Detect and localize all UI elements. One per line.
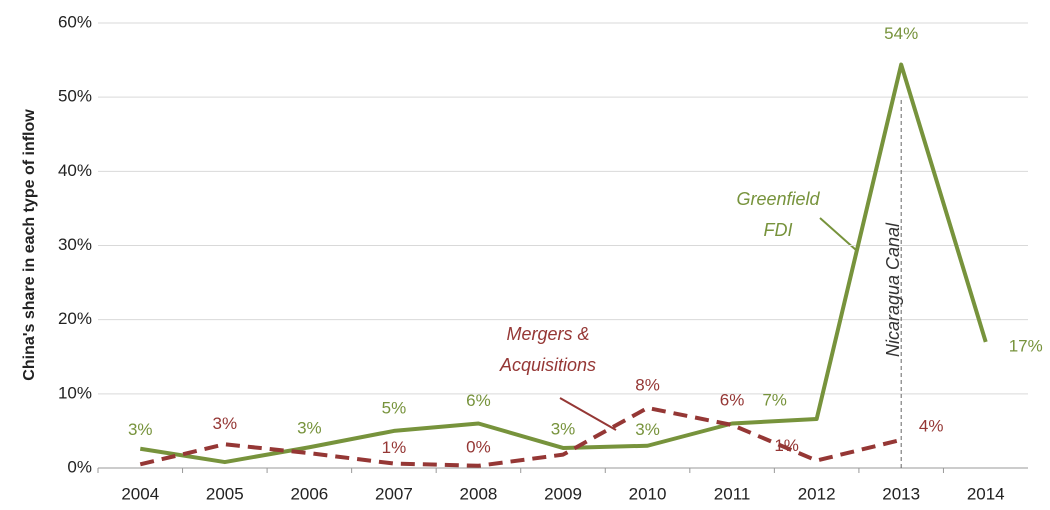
data-label: 3%: [213, 414, 238, 433]
annotation-leader: [819, 217, 857, 251]
x-tick-label: 2007: [375, 484, 413, 503]
annotation: Nicaragua Canal: [883, 222, 903, 357]
y-tick-label: 0%: [67, 457, 92, 476]
x-tick-label: 2009: [544, 484, 582, 503]
data-label: 5%: [382, 398, 407, 417]
data-label: 3%: [128, 420, 153, 439]
x-tick-label: 2004: [121, 484, 159, 503]
annotation: Greenfield: [736, 189, 820, 209]
annotation: FDI: [764, 220, 793, 240]
x-tick-label: 2008: [460, 484, 498, 503]
data-label: 0%: [466, 437, 491, 456]
y-tick-label: 10%: [58, 383, 92, 402]
series-line: [139, 62, 988, 465]
y-tick-label: 30%: [58, 235, 92, 254]
data-label: 54%: [884, 24, 918, 43]
x-tick-label: 2006: [290, 484, 328, 503]
annotation: Mergers &: [506, 324, 589, 344]
data-label: 3%: [297, 419, 322, 438]
data-label: 6%: [466, 391, 491, 410]
data-label: 3%: [551, 419, 576, 438]
data-label: 1%: [774, 436, 799, 455]
x-tick-label: 2010: [629, 484, 667, 503]
x-tick-label: 2013: [882, 484, 920, 503]
annotation-leader: [559, 397, 617, 431]
x-tick-label: 2012: [798, 484, 836, 503]
data-label: 8%: [635, 375, 660, 394]
y-tick-label: 50%: [58, 87, 92, 106]
x-tick-label: 2011: [714, 484, 751, 503]
y-tick-label: 40%: [58, 161, 92, 180]
data-label: 4%: [919, 416, 944, 435]
data-label: 6%: [720, 390, 745, 409]
data-label: 7%: [762, 391, 787, 410]
x-tick-label: 2014: [967, 484, 1005, 503]
annotation: Acquisitions: [499, 355, 596, 375]
y-tick-label: 60%: [58, 12, 92, 31]
x-tick-label: 2005: [206, 484, 244, 503]
data-label: 17%: [1009, 336, 1043, 355]
data-label: 1%: [382, 438, 407, 457]
series-line: [139, 405, 902, 468]
y-axis-label: China's share in each type of inflow: [21, 109, 38, 381]
y-tick-label: 20%: [58, 309, 92, 328]
data-label: 3%: [635, 420, 660, 439]
